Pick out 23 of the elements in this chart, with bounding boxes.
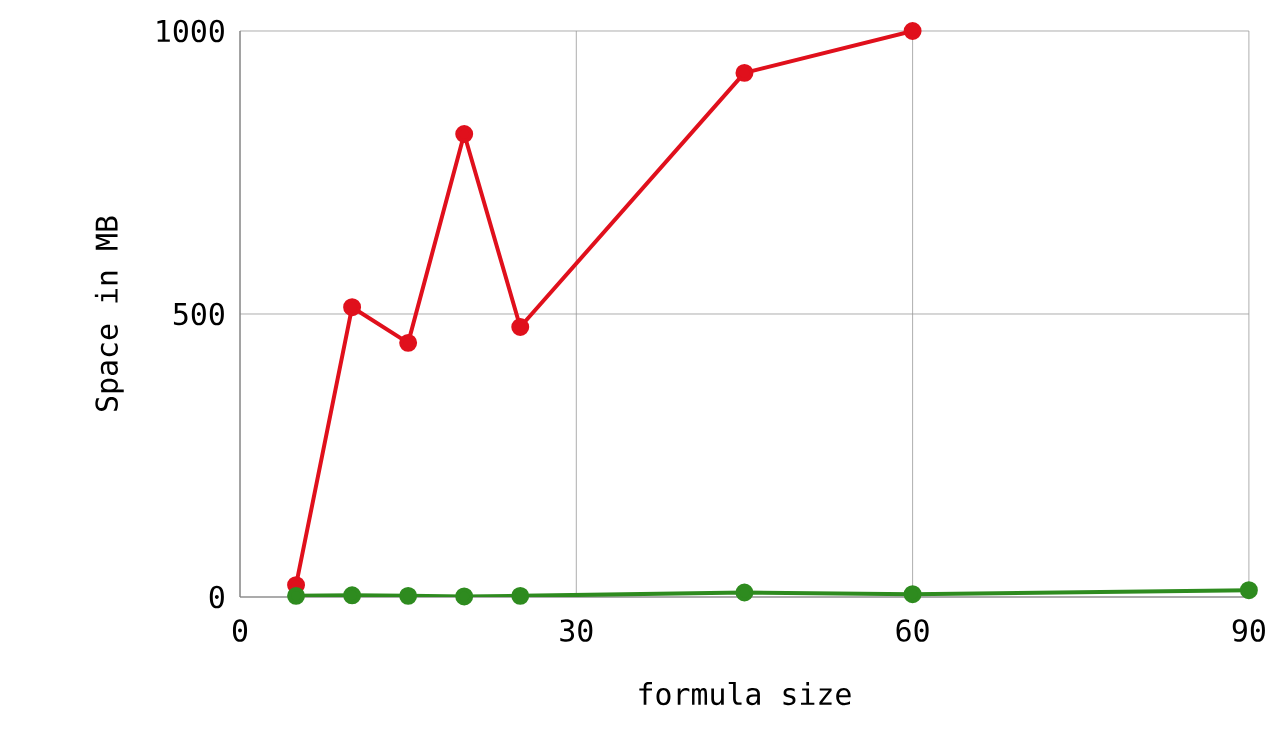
y-tick-label: 0 bbox=[209, 585, 224, 609]
point bbox=[399, 333, 418, 352]
point bbox=[903, 585, 922, 604]
point bbox=[343, 586, 362, 605]
point bbox=[735, 63, 754, 82]
y-tick-label: 500 bbox=[173, 302, 224, 326]
point bbox=[399, 586, 418, 605]
point bbox=[903, 22, 922, 40]
point bbox=[511, 586, 530, 605]
x-axis-title: formula size bbox=[639, 681, 851, 706]
point bbox=[343, 298, 362, 317]
x-tick-label: 30 bbox=[560, 619, 593, 642]
x-tick-label: 90 bbox=[1232, 619, 1265, 642]
y-axis-title: Space in MB bbox=[94, 216, 124, 411]
point bbox=[511, 318, 530, 336]
point bbox=[455, 125, 474, 143]
x-tick-label: 0 bbox=[232, 619, 248, 642]
y-tick-label: 1000 bbox=[157, 19, 224, 43]
point bbox=[455, 587, 474, 606]
point bbox=[735, 583, 754, 602]
point bbox=[287, 586, 306, 605]
x-tick-label: 60 bbox=[896, 619, 929, 642]
point bbox=[1239, 581, 1258, 600]
